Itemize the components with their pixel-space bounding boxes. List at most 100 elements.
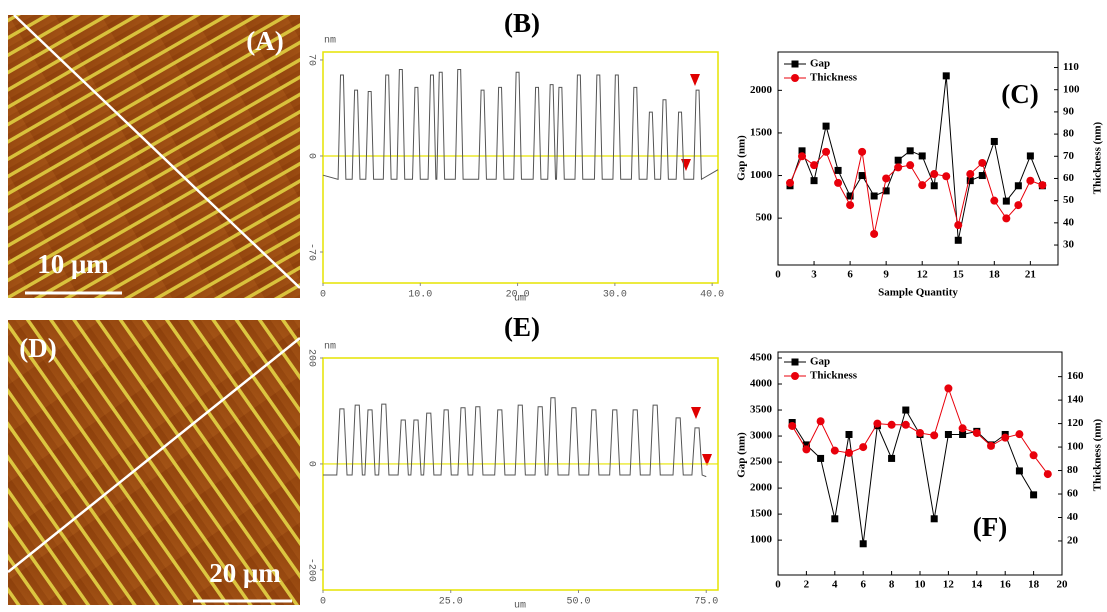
x-tick-label: 14 [971,579,983,591]
marker [958,424,967,433]
y-tick-label: 3000 [750,430,773,442]
marker [858,172,866,180]
x-tick-label: 10.0 [408,290,432,301]
data-line [789,150,1043,235]
y-tick-label: 200 [305,349,316,367]
marker [1015,430,1024,439]
x-tick-label: 8 [889,579,895,591]
y-tick-label: -200 [305,558,316,582]
marker [810,177,818,185]
x-tick-label: 6 [860,579,866,591]
legend-label: Gap [810,58,830,70]
marker [966,170,975,179]
marker [810,161,819,170]
marker [1002,214,1011,223]
marker [845,448,853,457]
y2-tick-label: 20 [1067,534,1079,546]
marker [817,454,825,462]
marker [1015,467,1023,475]
afm-image-a: (A) 10 μm [8,14,301,298]
marker [1026,152,1034,160]
x-tick-label: 0 [775,579,781,591]
marker [816,417,825,426]
x-tick-label: 20 [1057,579,1069,591]
x-tick-label: 10 [915,579,927,591]
marker [966,177,974,185]
plot-frame [777,351,1063,576]
x-tick-label: 0 [320,597,326,608]
y2-tick-label: 50 [1063,194,1075,206]
marker [918,181,927,190]
legend-marker [791,358,799,366]
marker [887,420,896,429]
y2-axis-label: Thickness (nm) [1092,121,1104,194]
marker [831,515,839,523]
marker [858,147,867,156]
marker [870,229,879,238]
data-line [323,397,707,478]
y-unit: nm [324,342,336,353]
y2-tick-label: 120 [1067,417,1084,429]
plot-frame [777,51,1059,266]
x-tick-label: 50.0 [566,597,590,608]
panel-label: (A) [246,26,283,56]
y2-tick-label: 70 [1063,150,1075,162]
y2-tick-label: 90 [1063,105,1075,117]
x-tick-label: 18 [989,269,1001,281]
x-tick-label: 2 [804,579,810,591]
marker [918,152,926,160]
y2-tick-label: 80 [1063,128,1075,140]
x-tick-label: 15 [953,269,965,281]
scale-bar-label: 20 μm [209,558,281,588]
marker [990,137,998,145]
panel-label: (D) [19,333,56,363]
marker [987,441,995,450]
marker [870,192,878,200]
afm-image-d: (D) 20 μm [7,320,301,605]
x-tick-label: 3 [811,269,817,281]
y2-tick-label: 140 [1067,394,1084,406]
x-tick-label: 25.0 [439,597,463,608]
marker [906,147,914,155]
y-tick-label: 500 [756,212,773,224]
y-axis-label: Gap (nm) [736,432,748,478]
marker [894,163,903,172]
legend-label: Gap [810,356,830,368]
legend-marker [791,372,799,380]
marker [901,420,910,429]
y-tick-label: 0 [305,153,316,159]
marker [873,419,882,428]
marker [906,161,915,170]
marker [978,172,986,180]
marker [882,174,891,183]
marker [834,178,843,187]
x-tick-label: 20.0 [506,290,530,301]
marker [846,201,855,210]
marker [894,156,902,164]
marker [902,406,910,414]
marker [888,454,896,462]
chart-title: (C) [1001,79,1038,109]
y-tick-label: 1000 [750,534,773,546]
marker [786,178,795,187]
chart-title: (F) [973,512,1007,542]
y2-tick-label: 80 [1067,464,1079,476]
y-tick-label: 2000 [750,482,773,494]
marker [859,540,867,548]
marker [930,431,939,440]
y-unit: nm [324,36,336,47]
marker [944,384,953,393]
marker [972,428,981,437]
marker [954,236,962,244]
marker [1002,197,1010,205]
y-tick-label: -70 [305,243,316,261]
y-tick-label: 70 [305,54,316,66]
y-tick-label: 4000 [750,378,773,390]
y2-tick-label: 60 [1063,172,1075,184]
y2-tick-label: 60 [1067,488,1079,500]
marker [942,172,951,181]
y-tick-label: 3500 [750,404,773,416]
y-axis-label: Gap (nm) [736,135,748,181]
plot-frame [322,51,719,284]
